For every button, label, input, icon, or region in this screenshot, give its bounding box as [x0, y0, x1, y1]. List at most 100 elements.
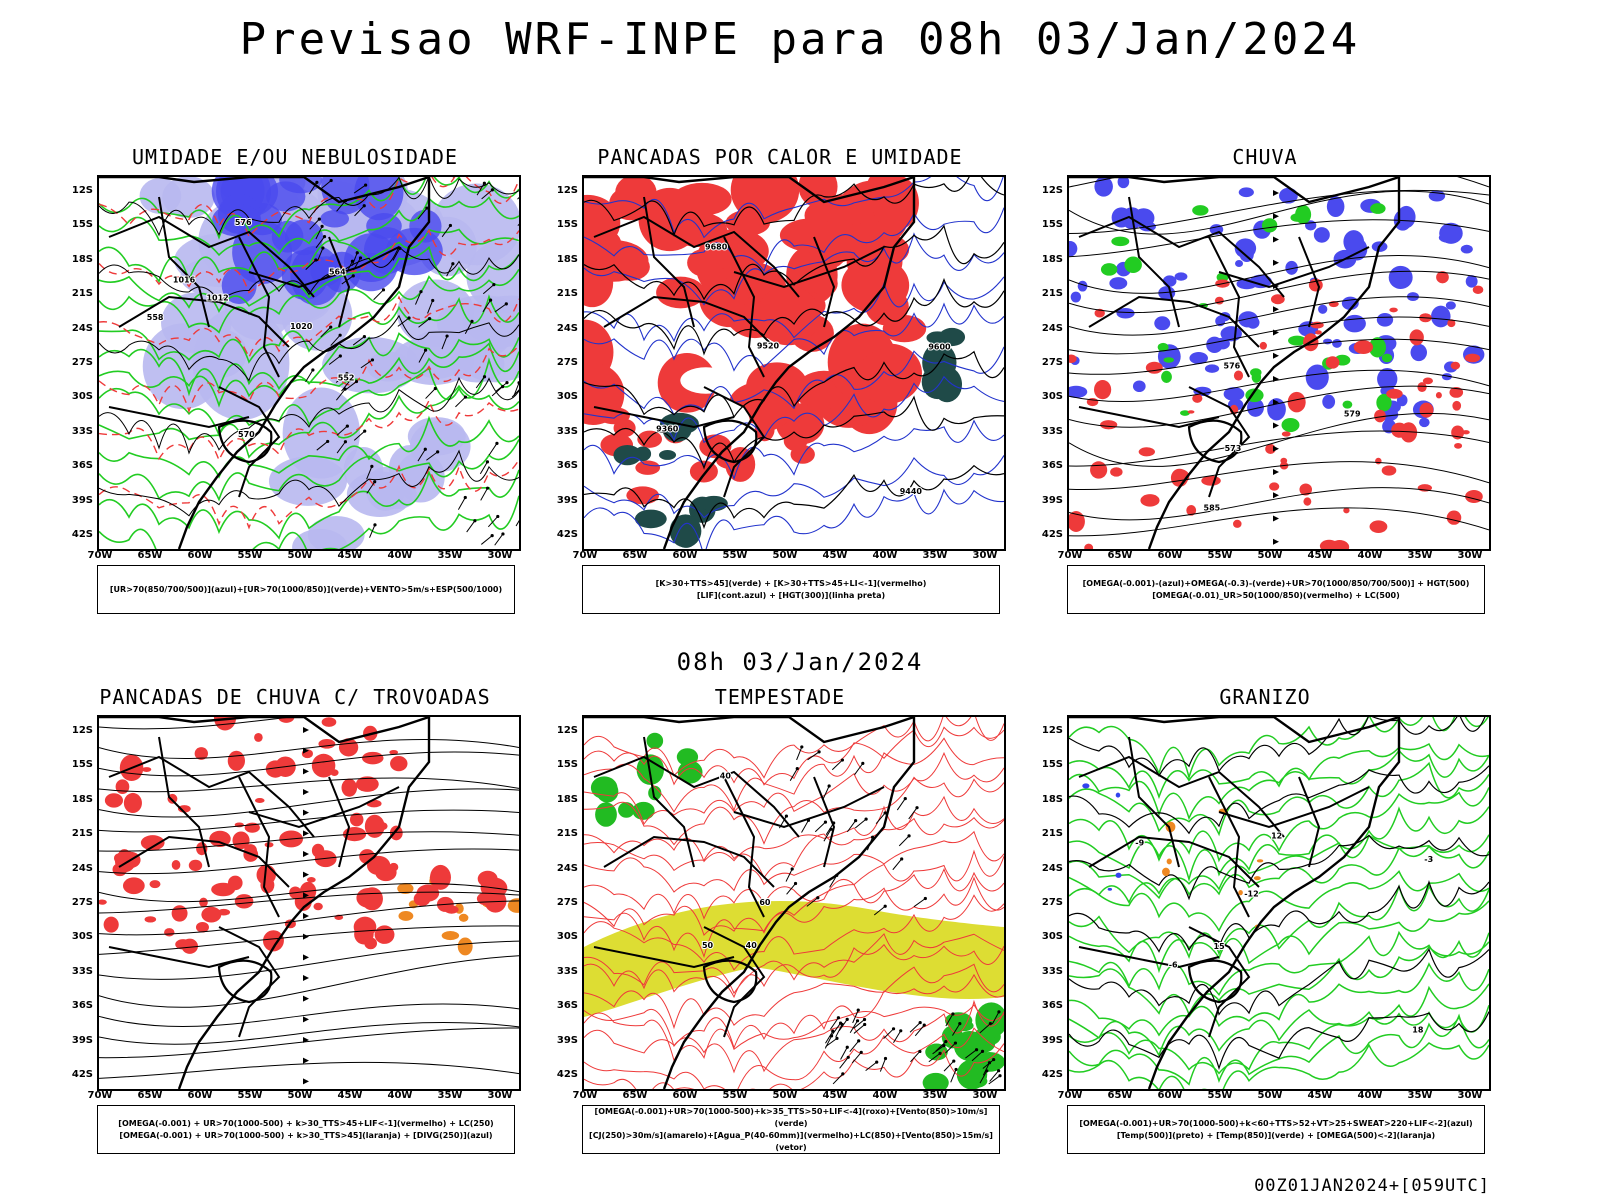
lat-tick-label: 12S: [1041, 185, 1063, 196]
contour-label: 570: [238, 430, 255, 439]
lon-tick-label: 35W: [437, 1090, 463, 1101]
lon-tick-label: 60W: [1157, 550, 1183, 561]
lat-tick-label: 36S: [556, 1000, 578, 1012]
lat-tick-label: 42S: [1041, 1069, 1063, 1080]
legend-line: [OMEGA(-0.001)+UR>70(1000-500)+k<60+TTS>…: [1079, 1118, 1473, 1128]
contour-label: 564: [329, 268, 346, 277]
lat-tick-label: 33S: [1041, 425, 1063, 437]
contour-label: -3: [1424, 855, 1433, 864]
contour-label: 576: [235, 218, 252, 227]
contour-label: 60: [759, 898, 771, 907]
map-plot: 1012 1016 1020 576 570 564 558 552: [99, 177, 519, 549]
lon-tick-label: 70W: [87, 550, 113, 561]
lat-tick-label: 30S: [1041, 391, 1063, 403]
lon-tick-label: 50W: [1257, 550, 1283, 561]
lon-tick-label: 65W: [1107, 550, 1133, 561]
lat-tick-label: 21S: [1041, 828, 1063, 840]
legend-line: [LIF](cont.azul) + [HGT(300)](linha pret…: [696, 590, 886, 600]
lat-tick-label: 33S: [71, 965, 93, 977]
lon-tick-label: 55W: [1207, 1090, 1233, 1101]
lat-tick-label: 27S: [556, 357, 578, 368]
lon-tick-label: 55W: [237, 550, 263, 561]
legend-line: [UR>70(850/700/500)](azul)+[UR>70(1000/8…: [109, 584, 503, 594]
lat-tick-label: 36S: [1041, 460, 1063, 472]
contour-label: -6: [1169, 961, 1178, 970]
lat-tick-label: 15S: [1041, 219, 1063, 231]
lon-tick-label: 70W: [572, 550, 598, 561]
lon-tick-label: 40W: [1357, 550, 1383, 561]
lat-tick-label: 15S: [71, 219, 93, 231]
lat-tick-label: 33S: [1041, 965, 1063, 977]
lat-tick-label: 21S: [556, 288, 578, 300]
contour-label: 12: [1271, 832, 1282, 841]
lon-tick-label: 35W: [437, 550, 463, 561]
lat-tick-label: 24S: [71, 862, 93, 874]
legend-line: [OMEGA(-0.001) + UR>70(1000-500) + k>30_…: [119, 1130, 493, 1140]
lat-tick-label: 21S: [71, 288, 93, 300]
lon-tick-label: 60W: [672, 550, 698, 561]
lon-tick-label: 30W: [972, 550, 998, 561]
lat-tick-label: 30S: [556, 931, 578, 943]
forecast-time-label: 08h 03/Jan/2024: [676, 648, 924, 676]
lat-tick-label: 12S: [556, 725, 578, 736]
lat-tick-label: 36S: [71, 1000, 93, 1012]
lon-tick-label: 55W: [1207, 550, 1233, 561]
panel-title: PANCADAS DE CHUVA C/ TROVOADAS: [99, 685, 491, 709]
lat-tick-label: 24S: [71, 322, 93, 334]
lat-tick-label: 21S: [556, 828, 578, 840]
lat-tick-label: 18S: [1041, 253, 1063, 265]
lon-tick-label: 60W: [672, 1090, 698, 1101]
contour-label: 9680: [705, 243, 728, 252]
lat-tick-label: 30S: [1041, 931, 1063, 943]
contour-label: -9: [1135, 839, 1144, 848]
lat-tick-label: 42S: [556, 529, 578, 540]
lat-tick-label: 27S: [1041, 897, 1063, 908]
lon-tick-label: 30W: [487, 550, 513, 561]
lat-tick-label: 15S: [1041, 759, 1063, 771]
contour-label: 573: [1225, 444, 1242, 453]
lat-tick-label: 12S: [71, 185, 93, 196]
lon-tick-label: 50W: [287, 550, 313, 561]
lon-tick-label: 40W: [1357, 1090, 1383, 1101]
lat-tick-label: 15S: [556, 219, 578, 231]
legend-line: [OMEGA(-0.001)-(azul)+OMEGA(-0.3)-(verde…: [1082, 578, 1470, 588]
lat-tick-label: 15S: [71, 759, 93, 771]
lon-tick-label: 50W: [772, 550, 798, 561]
lat-tick-label: 30S: [71, 931, 93, 943]
contour-label: 1016: [173, 275, 196, 284]
lat-tick-label: 42S: [556, 1069, 578, 1080]
lon-tick-label: 35W: [922, 550, 948, 561]
lat-tick-label: 27S: [71, 357, 93, 368]
lat-tick-label: 42S: [71, 529, 93, 540]
lat-tick-label: 39S: [556, 494, 578, 506]
lon-tick-label: 65W: [137, 1090, 163, 1101]
lat-tick-label: 12S: [71, 725, 93, 736]
contour-label: 576: [1224, 361, 1241, 370]
lat-tick-label: 21S: [71, 828, 93, 840]
legend-box: [UR>70(850/700/500)](azul)+[UR>70(1000/8…: [97, 565, 515, 614]
map-area: 1012 1016 1020 576 570 564 558 552: [97, 175, 521, 551]
lon-tick-label: 35W: [1407, 550, 1433, 561]
panel-title: PANCADAS POR CALOR E UMIDADE: [597, 145, 963, 169]
legend-line: [OMEGA(-0.001) + UR>70(1000-500) + k>30_…: [118, 1118, 494, 1128]
lon-tick-label: 45W: [337, 550, 363, 561]
legend-line: [CJ(250)>30m/s](amarelo)+[Agua_P(40-60mm…: [589, 1130, 993, 1152]
lat-tick-label: 39S: [1041, 494, 1063, 506]
lon-tick-label: 55W: [722, 550, 748, 561]
lat-tick-label: 27S: [556, 897, 578, 908]
lon-tick-label: 40W: [872, 1090, 898, 1101]
legend-line: [OMEGA(-0.001)+UR>70(1000-500)+k>35_TTS>…: [594, 1106, 988, 1128]
contour-label: 552: [338, 374, 355, 383]
legend-box: [OMEGA(-0.001) + UR>70(1000-500) + k>30_…: [97, 1105, 515, 1154]
legend-line: [Temp(500)](preto) + [Temp(850)](verde) …: [1116, 1130, 1436, 1140]
lat-tick-label: 42S: [71, 1069, 93, 1080]
panel-title: TEMPESTADE: [714, 685, 846, 709]
lat-tick-label: 36S: [1041, 1000, 1063, 1012]
lat-tick-label: 27S: [1041, 357, 1063, 368]
contour-label: 1020: [290, 322, 313, 331]
lon-tick-label: 40W: [387, 550, 413, 561]
contour-label: 585: [1204, 503, 1221, 512]
panel-title: CHUVA: [1232, 145, 1298, 169]
legend-box: [OMEGA(-0.001)-(azul)+OMEGA(-0.3)-(verde…: [1067, 565, 1485, 614]
lat-tick-label: 30S: [71, 391, 93, 403]
